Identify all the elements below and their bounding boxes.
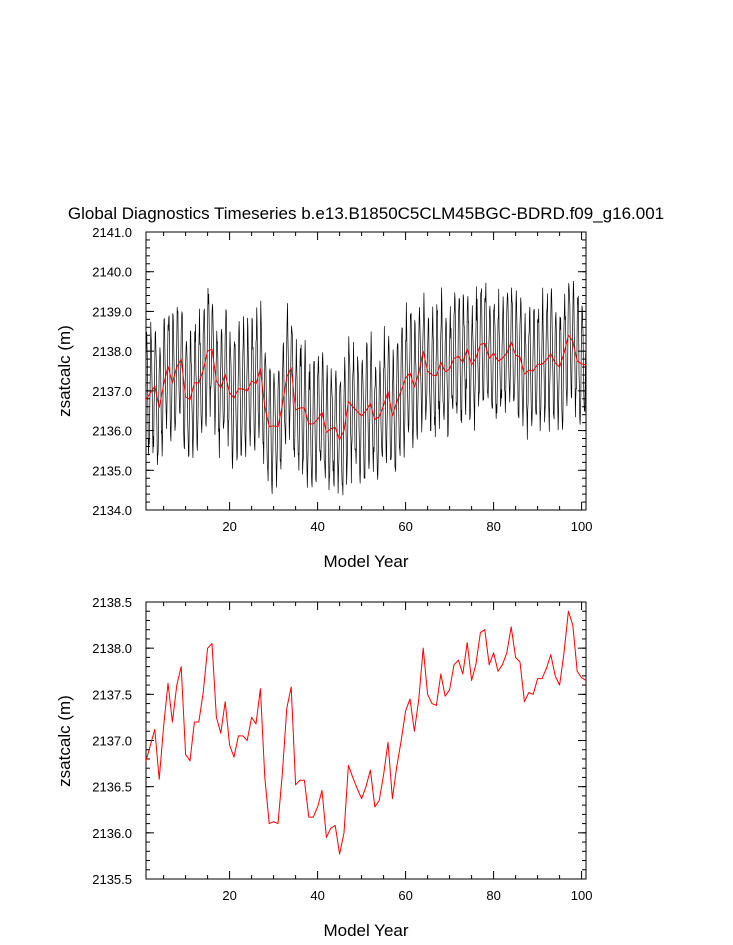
top-y-tick-label: 2139.0 xyxy=(92,304,132,319)
bottom-x-tick-label: 20 xyxy=(222,888,236,903)
top-x-tick-label: 80 xyxy=(486,519,500,534)
bottom-y-tick-label: 2137.5 xyxy=(92,687,132,702)
figure-title: Global Diagnostics Timeseries b.e13.B185… xyxy=(68,204,664,223)
bottom-x-tick-label: 100 xyxy=(571,888,593,903)
top-x-tick-label: 60 xyxy=(398,519,412,534)
top-x-tick-label: 40 xyxy=(310,519,324,534)
top-y-tick-label: 2141.0 xyxy=(92,225,132,240)
top-x-tick-label: 100 xyxy=(571,519,593,534)
top-y-tick-label: 2136.0 xyxy=(92,424,132,439)
bottom-panel-series xyxy=(145,610,587,855)
top-plot-frame xyxy=(145,231,587,511)
top-y-tick-label: 2140.0 xyxy=(92,265,132,280)
bottom-panel: 20 40 60 80 100 2135.5 2136.0 2136.5 2137.0 2137.… xyxy=(55,595,592,940)
bottom-x-tick-label: 60 xyxy=(398,888,412,903)
top-panel-ticks: 20 40 60 80 100 2134.0 2135.0 2136.0 2137.0 2138.… xyxy=(92,225,592,534)
top-y-tick-label: 2134.0 xyxy=(92,503,132,518)
bottom-y-tick-label: 2136.0 xyxy=(92,826,132,841)
bottom-x-tick-label: 40 xyxy=(310,888,324,903)
top-y-tick-label: 2137.0 xyxy=(92,384,132,399)
bottom-y-axis-label: zsatcalc (m) xyxy=(55,695,74,787)
bottom-y-tick-label: 2138.5 xyxy=(92,595,132,610)
bottom-y-tick-label: 2138.0 xyxy=(92,641,132,656)
top-series-monthly xyxy=(145,280,586,496)
top-panel: 20 40 60 80 100 2134.0 2135.0 2136.0 2137.0 2138.… xyxy=(55,225,592,571)
top-x-axis-label: Model Year xyxy=(323,552,408,571)
bottom-x-axis-label: Model Year xyxy=(323,921,408,940)
bottom-x-tick-label: 80 xyxy=(486,888,500,903)
top-x-tick-label: 20 xyxy=(222,519,236,534)
bottom-y-tick-label: 2135.5 xyxy=(92,872,132,887)
bottom-series-annual-mean xyxy=(145,610,587,855)
top-y-tick-label: 2135.0 xyxy=(92,463,132,478)
bottom-panel-ticks: 20 40 60 80 100 2135.5 2136.0 2136.5 2137.0 2137.… xyxy=(92,595,592,903)
top-y-tick-label: 2138.0 xyxy=(92,344,132,359)
bottom-y-tick-label: 2137.0 xyxy=(92,734,132,749)
top-panel-series xyxy=(145,280,587,496)
top-series-annual-mean xyxy=(145,334,587,441)
top-y-axis-label: zsatcalc (m) xyxy=(55,325,74,417)
bottom-y-tick-label: 2136.5 xyxy=(92,780,132,795)
